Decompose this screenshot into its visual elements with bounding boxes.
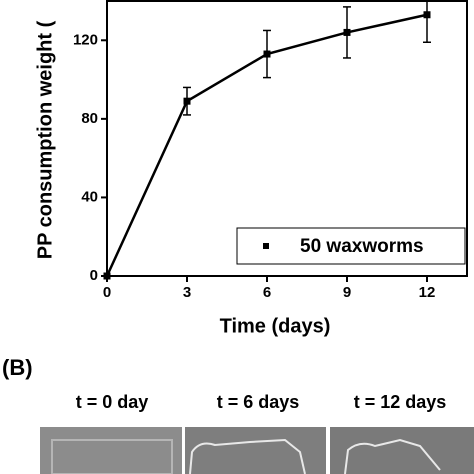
- y-tick-label: 80: [81, 110, 98, 127]
- panel-label: (B): [2, 355, 33, 380]
- legend-marker: [263, 243, 269, 249]
- y-tick-label: 40: [81, 188, 98, 205]
- photo: [40, 427, 182, 474]
- x-tick-label: 0: [103, 284, 111, 301]
- x-tick-label: 9: [343, 284, 351, 301]
- plot-frame: [106, 0, 468, 277]
- photo-caption: t = 12 days: [354, 392, 447, 412]
- marker: [183, 97, 191, 105]
- photos: [40, 427, 474, 474]
- film-outline: [51, 439, 173, 474]
- x-tick-label: 6: [263, 284, 271, 301]
- x-tick-label: 3: [183, 284, 191, 301]
- y-tick-label: 0: [90, 267, 98, 284]
- y-axis-label: PP consumption weight (: [34, 20, 56, 259]
- marker: [343, 28, 351, 36]
- photo-caption: t = 6 days: [217, 392, 300, 412]
- photo: [330, 427, 474, 474]
- marker: [263, 50, 271, 58]
- film-outline: [189, 438, 306, 474]
- marker: [423, 11, 431, 19]
- photo-caption: t = 0 day: [76, 392, 149, 412]
- film-outline: [344, 438, 441, 474]
- x-axis-label: Time (days): [220, 315, 331, 337]
- y-tick-label: 120: [73, 31, 98, 48]
- x-tick-label: 12: [419, 284, 436, 301]
- legend-label: 50 waxworms: [300, 236, 424, 257]
- marker: [103, 272, 111, 280]
- legend-box: [236, 227, 466, 265]
- photo: [185, 427, 326, 474]
